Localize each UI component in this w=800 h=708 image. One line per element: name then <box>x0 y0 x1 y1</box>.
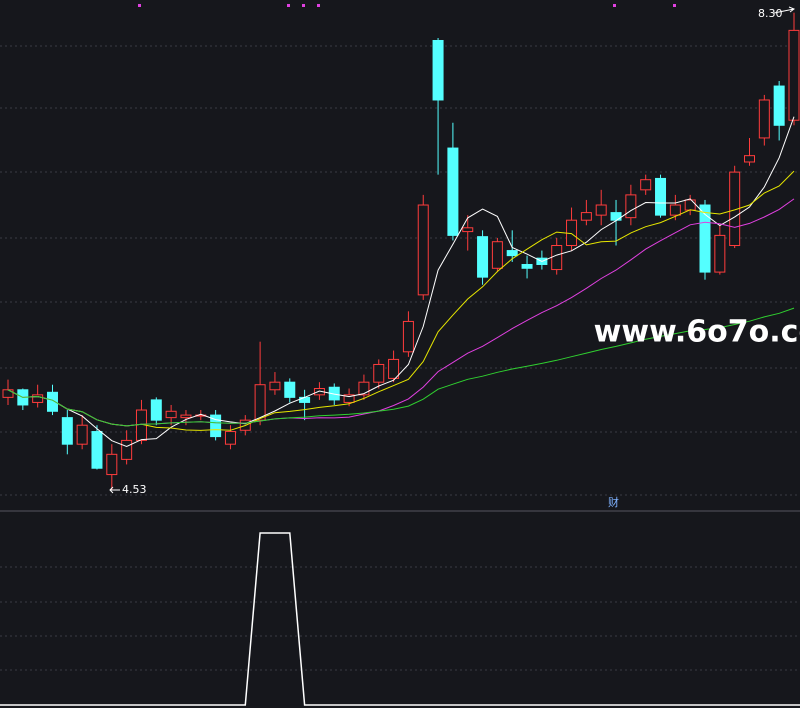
candle-body <box>788 29 800 121</box>
watermark: www.6o7o.com <box>594 315 800 350</box>
candle-body <box>373 363 385 383</box>
max-label: 8.30 <box>758 7 783 20</box>
candle-body <box>388 358 400 379</box>
moving-average <box>7 116 795 448</box>
candle-body <box>150 399 162 421</box>
candle-body <box>224 431 236 445</box>
indicator-line <box>0 532 800 706</box>
moving-average <box>7 307 795 427</box>
candle-body <box>269 381 281 391</box>
marker-text: 财 <box>608 495 619 509</box>
min-arrow <box>109 486 120 494</box>
candle-body <box>595 204 607 216</box>
candle-body <box>684 199 696 211</box>
candle-body <box>2 389 14 398</box>
candle-body <box>714 234 726 273</box>
marker-dot <box>613 4 616 7</box>
candle-body <box>729 171 741 247</box>
candle-body <box>580 212 592 221</box>
candle-body <box>669 204 681 216</box>
candle-body <box>521 263 533 269</box>
candle-body <box>551 245 563 271</box>
candle-body <box>328 386 340 401</box>
candle-body <box>402 320 414 353</box>
candle-body <box>165 410 177 419</box>
candle-body <box>477 236 489 278</box>
candle-body <box>758 99 770 139</box>
candle-body <box>106 453 118 476</box>
indicator <box>0 532 800 706</box>
top-markers <box>138 4 676 7</box>
candle-body <box>254 384 266 421</box>
candle-body <box>773 85 785 126</box>
marker-dot <box>302 4 305 7</box>
candles <box>2 12 800 490</box>
marker-dot <box>317 4 320 7</box>
candle-body <box>358 381 370 396</box>
candle-body <box>46 391 58 412</box>
candle-body <box>61 417 73 445</box>
candle-body <box>432 39 444 101</box>
candle-body <box>180 414 192 419</box>
candle-body <box>625 194 637 219</box>
candle-body <box>610 212 622 221</box>
candle-body <box>491 241 503 269</box>
grid <box>0 45 800 671</box>
candle-body <box>91 431 103 469</box>
candle-body <box>32 394 44 403</box>
candle-body <box>210 414 222 438</box>
candle-body <box>655 177 667 216</box>
marker-dot <box>287 4 290 7</box>
marker-dot <box>673 4 676 7</box>
moving-averages <box>7 116 795 448</box>
candle-body <box>744 155 755 163</box>
max-arrow <box>773 6 796 14</box>
candle-body <box>284 381 296 398</box>
candle-body <box>343 394 355 403</box>
candle-body <box>417 204 429 296</box>
candle-body <box>640 179 652 191</box>
candle-body <box>699 204 711 273</box>
candle-body <box>462 227 474 233</box>
candle-body <box>447 147 459 236</box>
marker-dot <box>138 4 141 7</box>
candle-body <box>121 439 133 460</box>
min-label: 4.53 <box>122 483 147 496</box>
candle-body <box>76 424 88 445</box>
candle-body <box>299 396 311 403</box>
candle-body <box>506 250 518 257</box>
